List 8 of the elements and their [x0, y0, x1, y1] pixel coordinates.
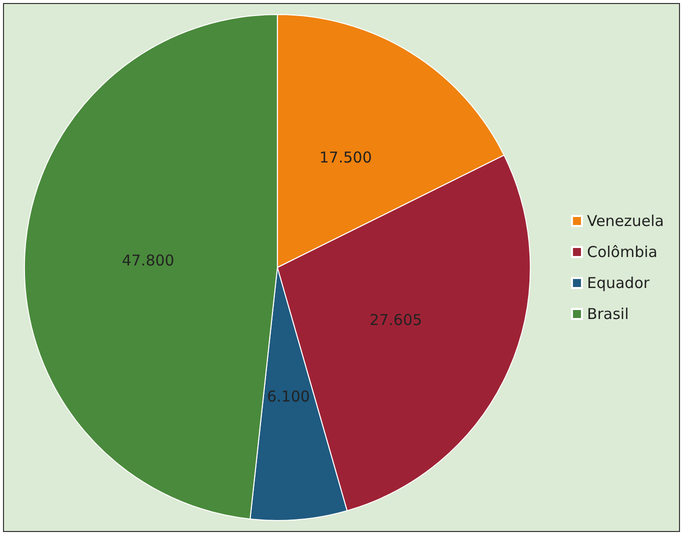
data-label: 6.100 — [266, 388, 310, 406]
data-label: 47.800 — [122, 252, 174, 270]
data-label: 27.605 — [370, 310, 422, 329]
legend-label: Brasil — [586, 305, 629, 323]
legend-label: Venezuela — [586, 212, 664, 230]
legend-label: Colômbia — [586, 243, 658, 261]
data-label: 17.500 — [319, 148, 372, 166]
legend-label: Equador — [586, 274, 650, 292]
